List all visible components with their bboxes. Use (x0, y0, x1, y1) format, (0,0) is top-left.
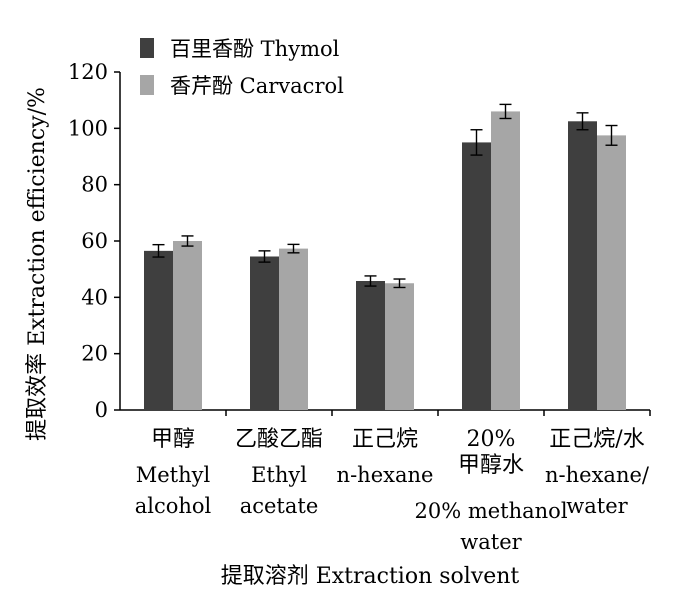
bar (385, 283, 414, 410)
category-label-en: 20% methanol (414, 499, 567, 523)
bar (144, 250, 173, 410)
category-label-zh: 正己烷/水 (549, 427, 644, 452)
bar (568, 121, 597, 411)
x-axis-title: 提取溶剂 Extraction solvent (221, 564, 520, 589)
bar (279, 248, 308, 410)
y-tick-label: 20 (81, 342, 108, 366)
category-labels: 甲醇 Methyl alcohol 乙酸乙酯 Ethyl acetate 正己烷 n-hexa… (135, 427, 650, 554)
category-label-en: acetate (240, 494, 319, 518)
legend-label: 百里香酚 Thymol (170, 37, 340, 61)
category-label-en: water (460, 530, 522, 554)
bar (250, 256, 279, 410)
bar (356, 280, 385, 410)
bar (491, 111, 520, 410)
category-label-zh: 20% (467, 427, 516, 452)
category-label-zh: 甲醇 (151, 427, 195, 452)
y-axis-title: 提取效率 Extraction efficiency/% (25, 87, 50, 441)
bar (173, 241, 202, 410)
legend-swatch (140, 38, 154, 58)
legend-swatch (140, 75, 154, 95)
category-label-zh: 正己烷 (352, 427, 418, 452)
category-label-en: alcohol (135, 494, 212, 518)
legend: 百里香酚 Thymol 香芹酚 Carvacrol (140, 37, 344, 98)
ticks: 0 20 40 60 80 100 120 (68, 60, 651, 422)
y-tick-label: 80 (81, 173, 108, 197)
category-label-en: Methyl (136, 463, 211, 487)
y-tick-label: 0 (95, 398, 108, 422)
bar (597, 135, 626, 410)
y-tick-label: 100 (68, 116, 108, 140)
legend-label: 香芹酚 Carvacrol (170, 74, 344, 98)
category-label-en: Ethyl (251, 463, 307, 487)
bar (462, 142, 491, 410)
y-tick-label: 40 (81, 285, 108, 309)
category-label-en: n-hexane (337, 463, 434, 487)
category-label-en: water (566, 494, 628, 518)
category-label-en: n-hexane/ (545, 463, 650, 487)
bars (144, 103, 626, 411)
y-tick-label: 120 (68, 60, 108, 84)
y-tick-label: 60 (81, 229, 108, 253)
category-label-zh: 甲醇水 (458, 453, 524, 478)
category-label-zh: 乙酸乙酯 (235, 427, 323, 452)
